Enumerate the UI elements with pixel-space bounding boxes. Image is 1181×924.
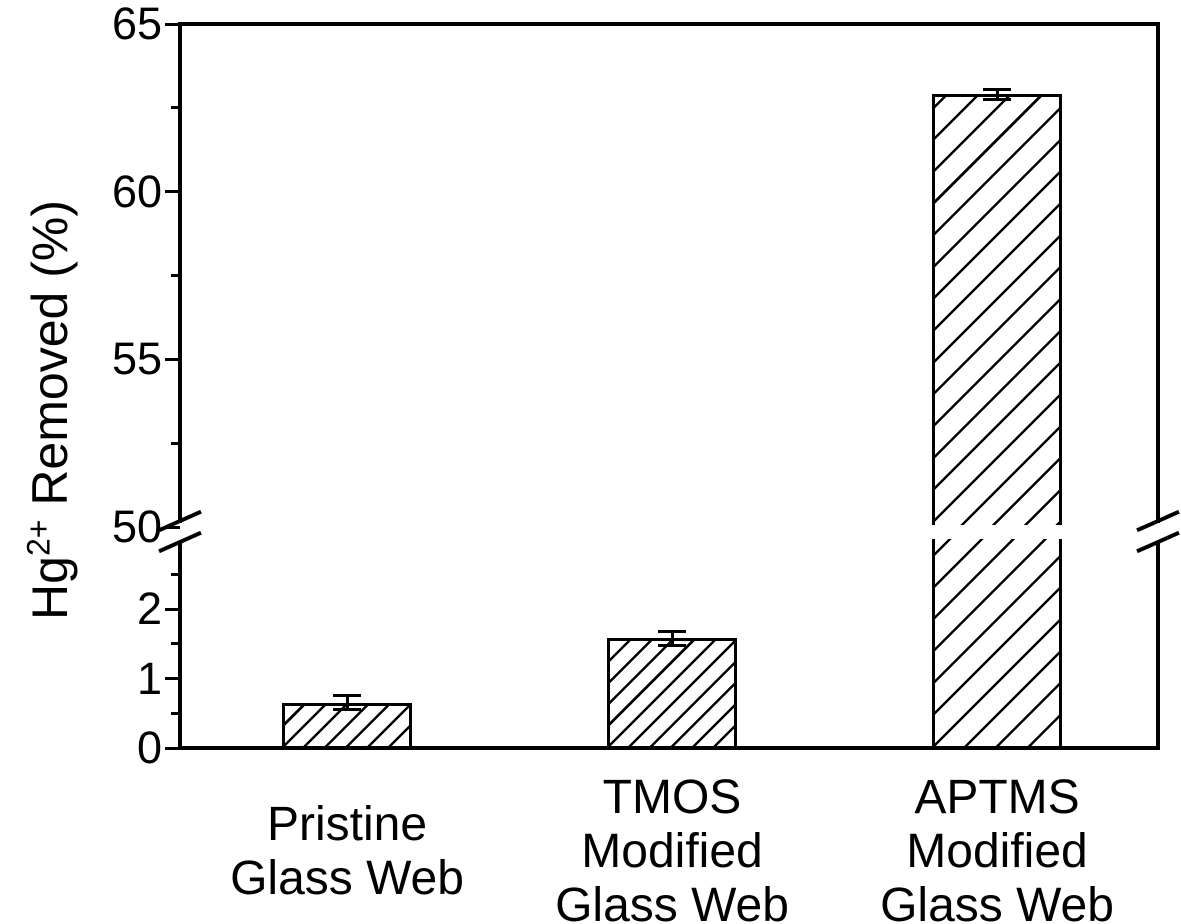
y-axis-major-tick (165, 190, 180, 194)
error-bar-cap-top (333, 694, 361, 698)
bar-3-lower-segment (932, 539, 1062, 750)
axis-break-gap (1154, 523, 1162, 541)
y-axis-tick-label: 0 (136, 722, 162, 773)
error-bar-line (345, 695, 349, 710)
y-axis-tick-label: 1 (136, 652, 162, 704)
y-axis-major-tick (165, 746, 180, 750)
y-axis-major-tick (165, 357, 180, 361)
error-bar-cap-bottom (983, 97, 1011, 101)
y-axis-tick-label: 60 (111, 165, 162, 217)
y-axis-minor-tick (171, 711, 180, 715)
x-category-label-line: Glass Web (230, 852, 464, 905)
x-category-label-line: APTMS (914, 771, 1080, 824)
x-category-label-line: TMOS (602, 771, 742, 824)
x-category-label-line: Pristine (266, 798, 428, 851)
x-category-label-line: Glass Web (555, 879, 789, 924)
x-category-label-line: Modified (906, 825, 1088, 878)
error-bar-cap-bottom (658, 643, 686, 647)
x-category-label-line: Glass Web (880, 879, 1114, 924)
plot-frame (178, 22, 1160, 750)
y-axis-minor-tick (171, 642, 180, 646)
y-axis-tick-label: 65 (111, 0, 162, 49)
y-axis-minor-tick (171, 274, 180, 277)
y-axis-tick-label: 50 (111, 501, 162, 552)
y-axis-major-tick (165, 525, 180, 529)
y-axis-minor-tick (171, 441, 180, 445)
x-category-label-2: TMOS Modified Glass Web (555, 771, 789, 924)
error-bar-line (670, 631, 674, 646)
bar-2 (607, 638, 737, 750)
y-axis-major-tick (165, 22, 180, 26)
y-axis-major-tick (165, 677, 180, 680)
error-bar-line (995, 89, 999, 100)
y-axis-major-tick (165, 607, 180, 611)
x-category-label-3: APTMS Modified Glass Web (880, 771, 1114, 924)
y-axis-tick-label: 2 (136, 583, 162, 634)
y-axis-title: Hg2+ Removed (%) (20, 200, 79, 620)
x-category-label-line: Modified (581, 825, 763, 878)
error-bar-cap-top (983, 87, 1011, 91)
error-bar-cap-bottom (333, 708, 361, 712)
bar-3-upper-segment (932, 94, 1062, 525)
x-category-label-1: Pristine Glass Web (230, 798, 464, 906)
y-axis-minor-tick (171, 572, 180, 576)
axis-break-gap (176, 523, 184, 541)
y-axis-minor-tick (171, 106, 180, 110)
y-axis-tick-label: 55 (111, 333, 162, 385)
error-bar-cap-top (658, 629, 686, 633)
